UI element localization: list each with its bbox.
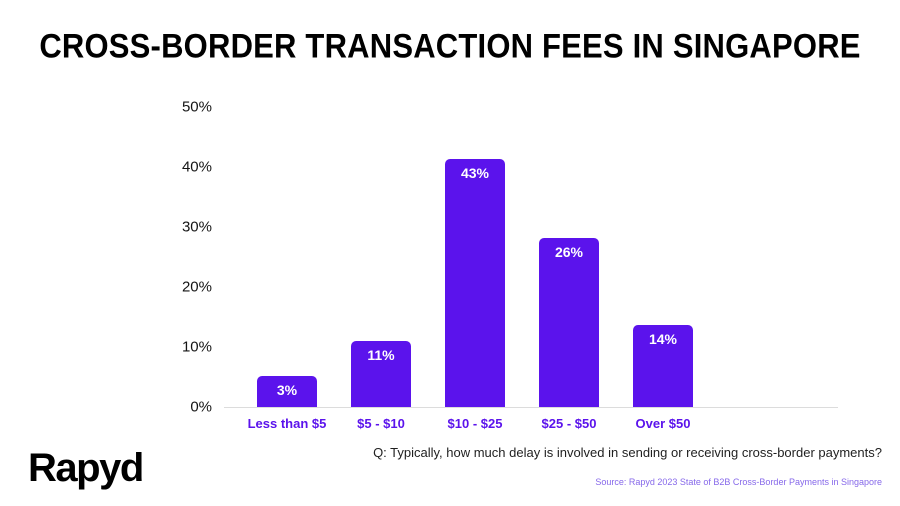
bar: 14%: [633, 324, 693, 407]
y-axis: 0% 10% 20% 30% 40% 50%: [148, 99, 212, 416]
category-label: Less than $5: [247, 416, 327, 431]
y-tick-label: 30%: [181, 218, 212, 236]
bar: 3%: [257, 375, 317, 407]
bar-column: 3% Less than $5: [240, 107, 334, 431]
category-label: $10 - $25: [447, 416, 503, 431]
chart-title: CROSS-BORDER TRANSACTION FEES IN SINGAPO…: [39, 26, 861, 66]
category-label: $5 - $10: [357, 416, 405, 431]
y-tick-label: 50%: [181, 98, 212, 116]
y-tick-label: 20%: [181, 278, 212, 296]
bar-value-label: 26%: [554, 243, 584, 260]
bar-column: 14% Over $50: [616, 107, 710, 431]
category-label: $25 - $50: [541, 416, 597, 431]
bar-value-label: 11%: [367, 347, 395, 363]
bar: 43%: [445, 159, 505, 407]
bar-value-label: 3%: [276, 381, 298, 398]
bar: 26%: [539, 237, 599, 407]
bar-column: 26% $25 - $50: [522, 107, 616, 431]
bars: 3% Less than $5 11% $5 - $10 43% $10 - $25 26%…: [240, 107, 710, 431]
survey-question-text: Q: Typically, how much delay is involved…: [373, 445, 882, 460]
source-attribution-text: Source: Rapyd 2023 State of B2B Cross-Bo…: [595, 477, 882, 487]
rapyd-logo: Rapyd: [28, 446, 144, 490]
plot-area: 3% Less than $5 11% $5 - $10 43% $10 - $25 26%…: [240, 107, 710, 431]
y-tick-label: 0%: [190, 398, 212, 416]
bar-value-label: 43%: [460, 165, 490, 182]
bar-column: 43% $10 - $25: [428, 107, 522, 431]
y-tick-label: 40%: [181, 158, 212, 176]
category-label: Over $50: [635, 416, 691, 431]
x-axis-line: [224, 407, 838, 408]
y-tick-label: 10%: [181, 338, 212, 356]
bar-column: 11% $5 - $10: [334, 107, 428, 431]
bar: 11%: [351, 341, 411, 407]
bar-value-label: 14%: [648, 330, 678, 347]
